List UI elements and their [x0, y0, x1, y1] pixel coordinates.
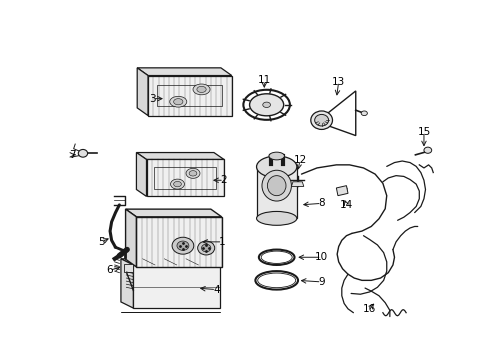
Text: 2: 2: [220, 175, 227, 185]
Polygon shape: [125, 209, 221, 217]
Text: 6: 6: [106, 265, 113, 275]
Polygon shape: [121, 259, 133, 308]
Polygon shape: [257, 167, 297, 219]
Text: 16: 16: [363, 304, 376, 314]
Text: 11: 11: [258, 75, 271, 85]
Text: 13: 13: [332, 77, 345, 87]
Ellipse shape: [197, 86, 206, 93]
Ellipse shape: [186, 168, 200, 178]
Polygon shape: [136, 153, 224, 159]
Ellipse shape: [424, 147, 432, 153]
Text: 8: 8: [318, 198, 325, 208]
Text: 7: 7: [69, 150, 75, 160]
Ellipse shape: [173, 181, 181, 187]
Text: 1: 1: [219, 237, 226, 247]
Text: 3: 3: [149, 94, 156, 104]
Ellipse shape: [257, 211, 297, 225]
Text: 12: 12: [294, 155, 307, 165]
Polygon shape: [336, 186, 348, 195]
Polygon shape: [147, 159, 224, 197]
Ellipse shape: [177, 241, 189, 250]
Ellipse shape: [268, 176, 286, 195]
Ellipse shape: [249, 94, 284, 116]
Ellipse shape: [269, 152, 285, 160]
Text: 14: 14: [340, 200, 353, 210]
Polygon shape: [148, 76, 232, 116]
Ellipse shape: [311, 111, 333, 130]
Polygon shape: [124, 264, 133, 272]
Polygon shape: [121, 259, 220, 265]
Text: 4: 4: [213, 285, 220, 294]
Polygon shape: [137, 68, 232, 76]
Text: 10: 10: [315, 252, 328, 262]
Ellipse shape: [172, 237, 194, 254]
Ellipse shape: [262, 170, 292, 201]
Ellipse shape: [197, 241, 215, 255]
Polygon shape: [133, 265, 220, 308]
Polygon shape: [136, 153, 147, 197]
Ellipse shape: [263, 102, 270, 108]
Ellipse shape: [193, 84, 210, 95]
Ellipse shape: [173, 99, 183, 105]
Ellipse shape: [315, 114, 329, 126]
Ellipse shape: [361, 111, 368, 116]
Polygon shape: [137, 68, 148, 116]
Text: 15: 15: [417, 127, 431, 137]
Ellipse shape: [189, 171, 197, 176]
Ellipse shape: [170, 96, 187, 107]
Text: 9: 9: [318, 277, 325, 287]
Ellipse shape: [257, 156, 297, 177]
Ellipse shape: [171, 179, 184, 189]
Ellipse shape: [201, 244, 211, 252]
Polygon shape: [125, 209, 136, 267]
Polygon shape: [292, 182, 304, 186]
Ellipse shape: [78, 149, 88, 157]
Text: 5: 5: [98, 237, 105, 247]
Polygon shape: [136, 217, 221, 267]
